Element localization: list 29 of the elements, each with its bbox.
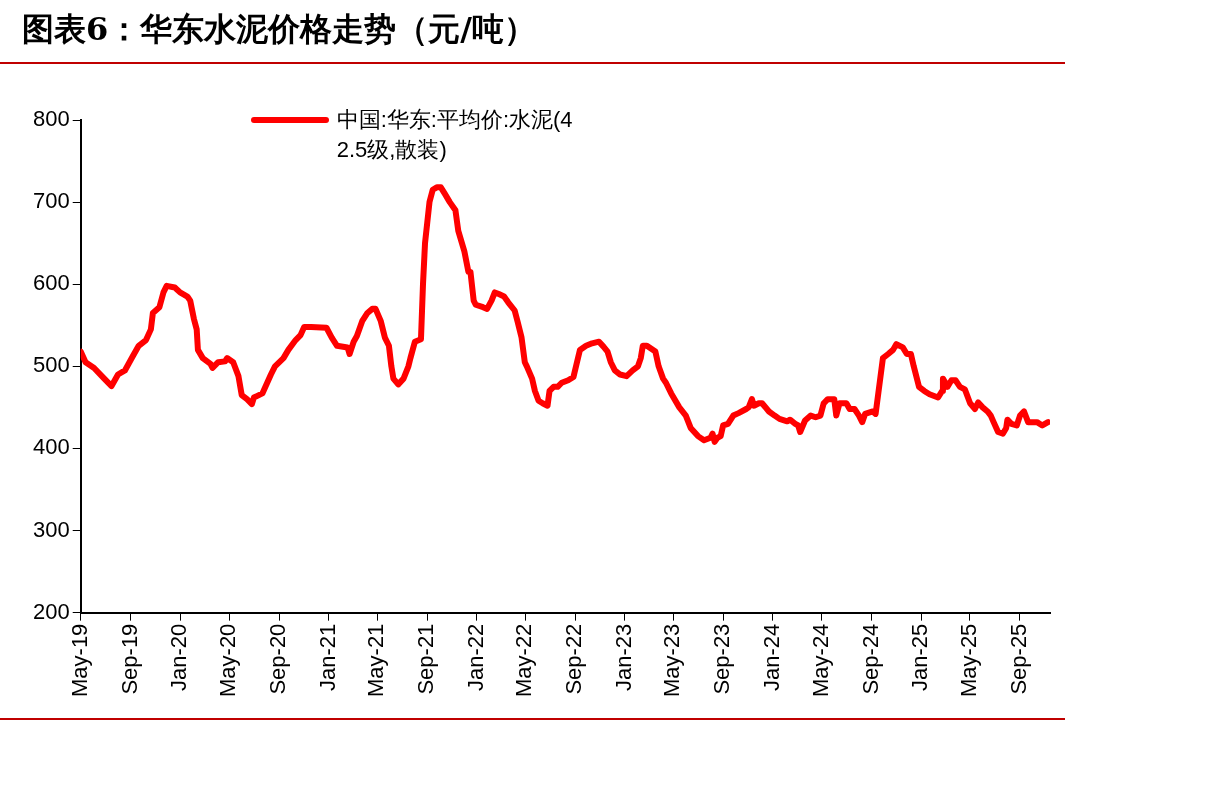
y-tick-label: 800	[32, 106, 70, 132]
y-tick-label: 700	[32, 188, 70, 214]
x-tick-label: May-20	[215, 623, 241, 697]
y-tick-label: 600	[32, 270, 70, 296]
x-tick-label: Sep-20	[265, 623, 291, 695]
x-tick-label: Sep-23	[709, 623, 735, 695]
x-tick-label: Sep-25	[1005, 623, 1031, 695]
x-tick-label: Jan-20	[166, 623, 192, 691]
legend-label: 中国:华东:平均价:水泥(42.5级,散装)	[336, 106, 573, 164]
y-tick-label: 500	[32, 352, 70, 378]
x-tick-label: Jan-24	[758, 623, 784, 691]
x-tick-label: May-25	[955, 623, 981, 697]
y-tick-label: 200	[32, 598, 70, 624]
y-tick-label: 400	[32, 434, 70, 460]
x-tick-label: May-21	[363, 623, 389, 697]
x-tick-label: Sep-22	[561, 623, 587, 695]
x-tick-label: May-22	[511, 623, 537, 697]
x-tick-label: Sep-19	[116, 623, 142, 695]
chart-title: 图表6：华东水泥价格走势（元/吨）	[22, 9, 536, 50]
x-tick-label: Jan-25	[907, 623, 933, 691]
y-tick-label: 300	[32, 516, 70, 542]
x-tick-label: May-23	[659, 623, 685, 697]
x-tick-label: Sep-21	[413, 623, 439, 695]
x-tick-label: May-19	[66, 623, 92, 697]
x-tick-label: Jan-22	[462, 623, 488, 691]
x-tick-label: May-24	[807, 623, 833, 697]
x-tick-label: Jan-21	[314, 623, 340, 691]
x-tick-label: Jan-23	[610, 623, 636, 691]
x-tick-label: Sep-24	[857, 623, 883, 695]
